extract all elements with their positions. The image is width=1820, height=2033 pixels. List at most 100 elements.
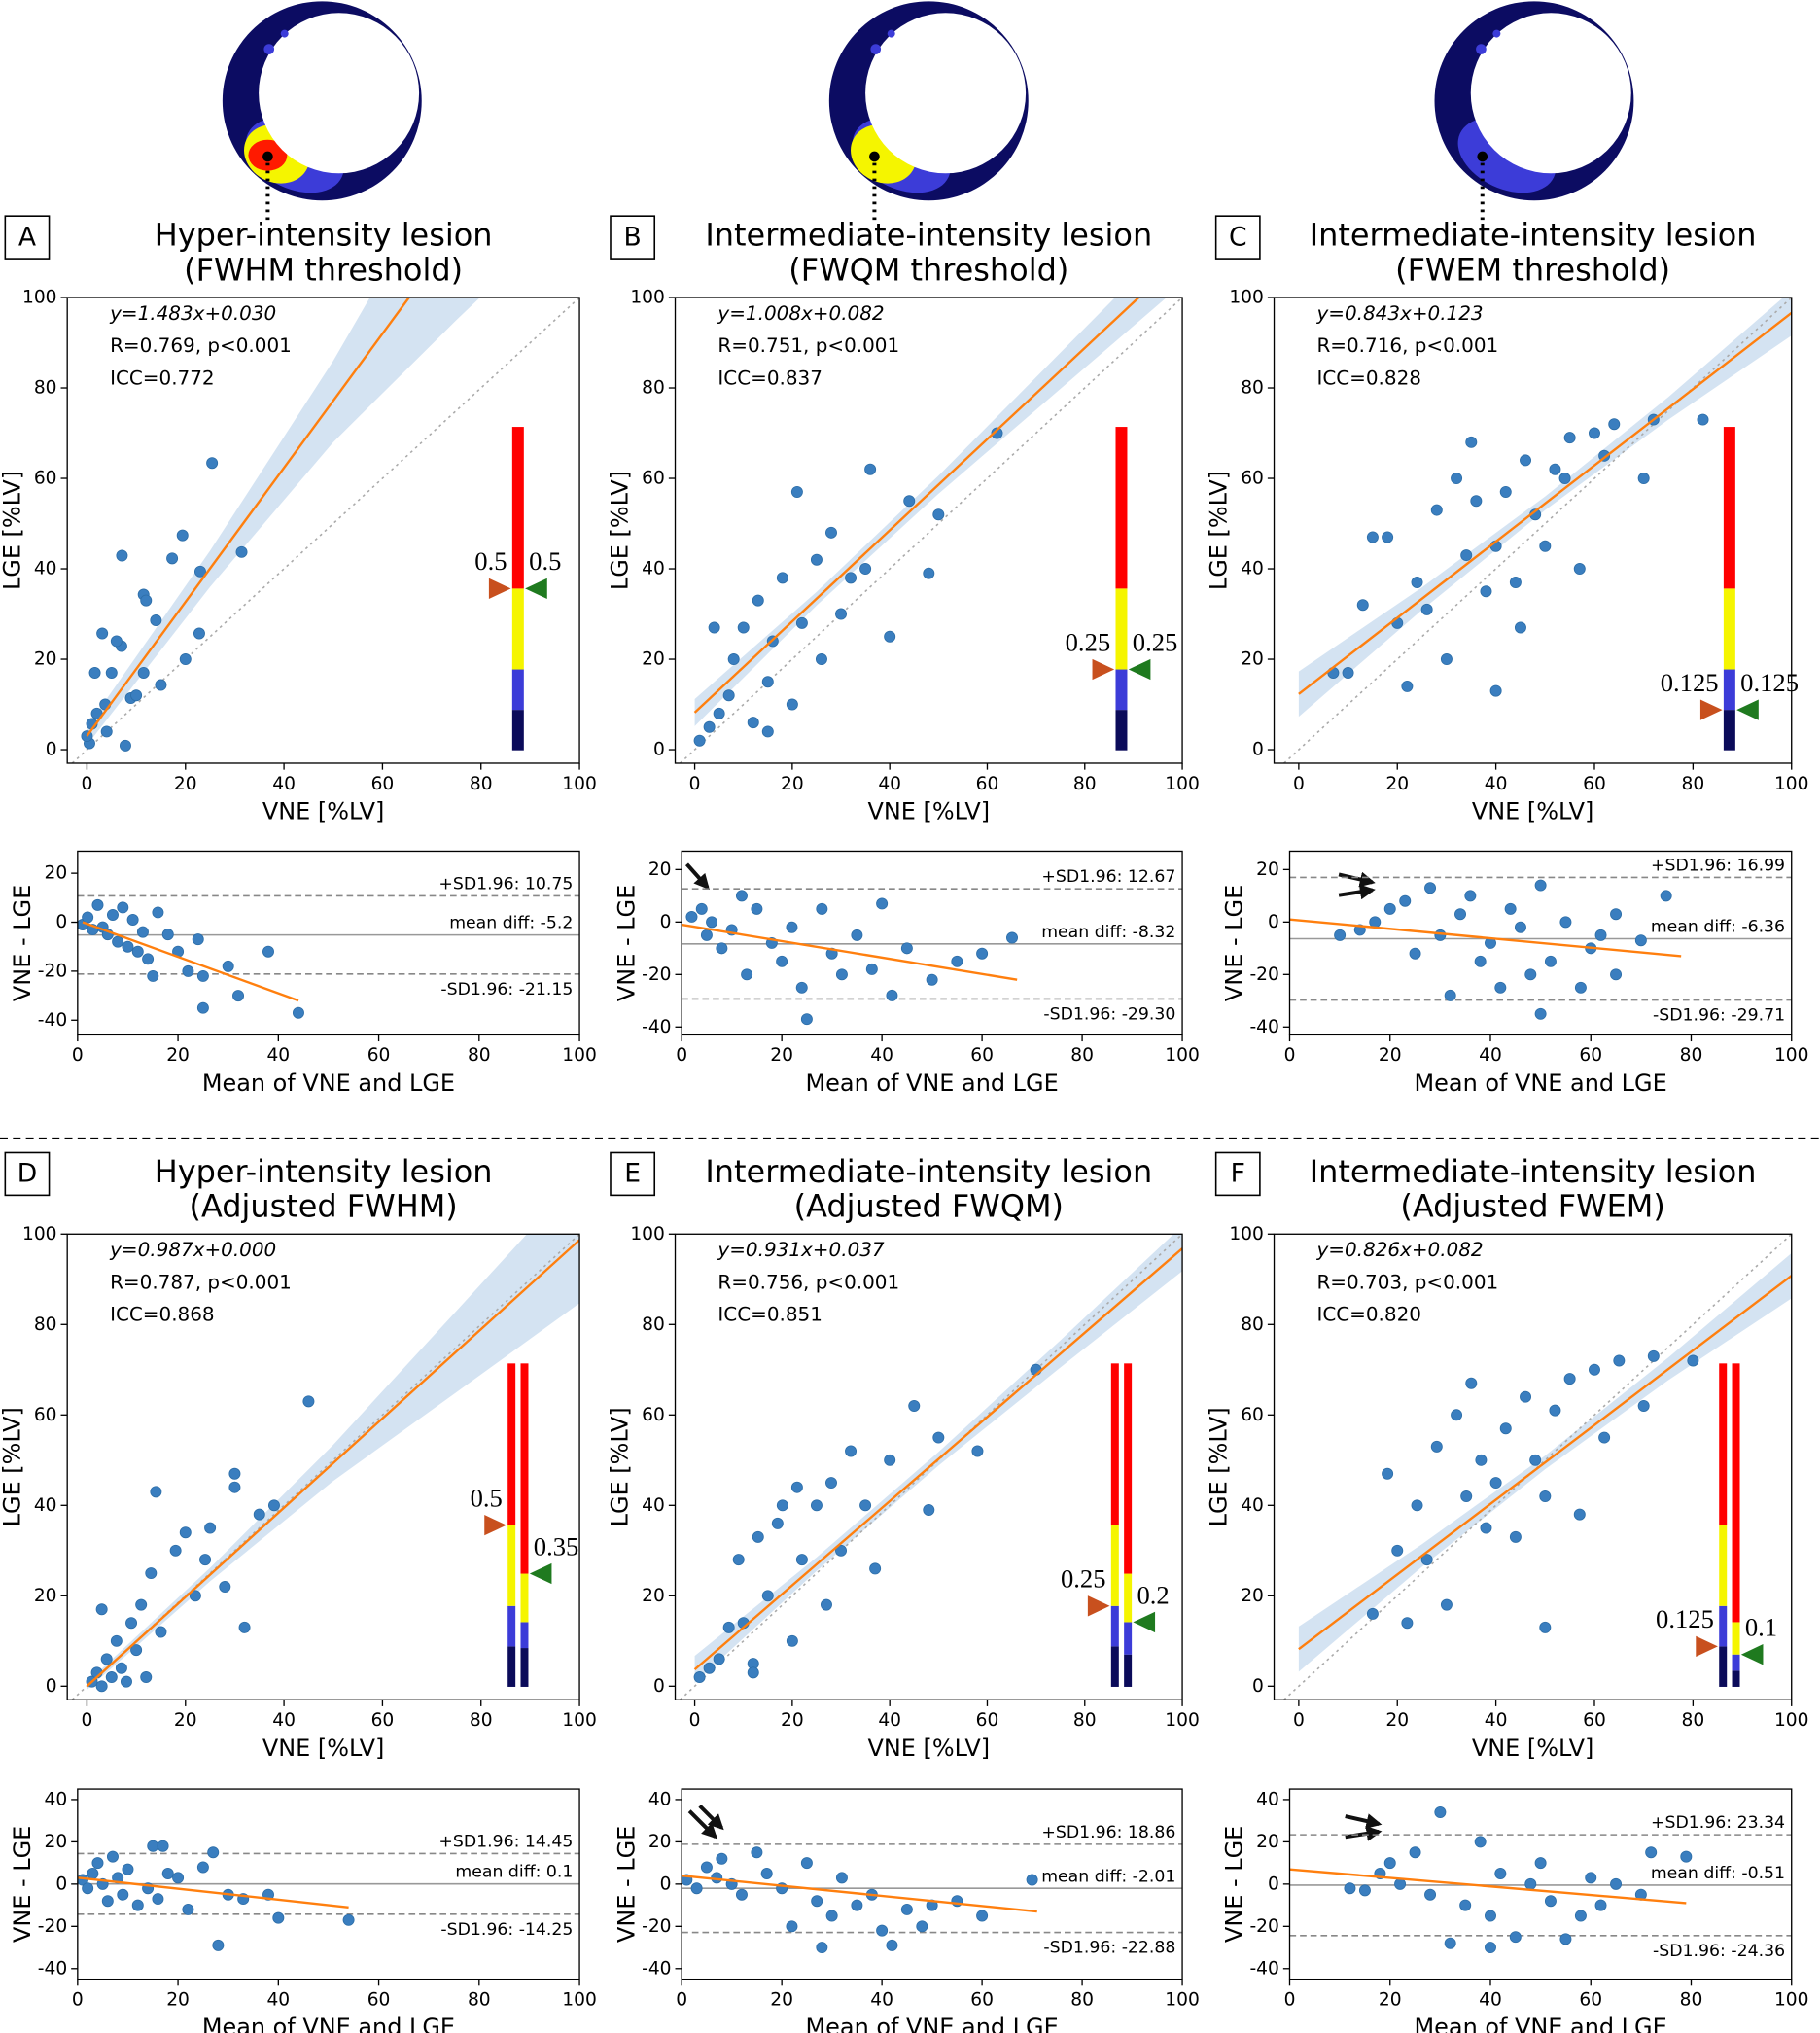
data-point [182, 964, 194, 977]
x-tick-label: 80 [1070, 1045, 1094, 1066]
x-axis-label: VNE [%LV] [262, 1735, 385, 1762]
data-point [116, 549, 128, 562]
reference-label: mean diff: 0.1 [455, 1863, 573, 1882]
annotation: ICC=0.828 [1316, 366, 1421, 389]
data-point [189, 1590, 201, 1602]
scatter-panel: 0 20 40 60 80 100 0 20 40 60 80 100 VNE [%LV] LGE [%L… [0, 1151, 597, 1762]
plot-frame [1288, 850, 1793, 1036]
data-point [1534, 1007, 1547, 1020]
x-axis-label: Mean of VNE and LGE [806, 1069, 1059, 1097]
data-point [820, 1598, 832, 1611]
data-point [1409, 1846, 1421, 1859]
data-point [1680, 1850, 1693, 1863]
data-point [1610, 968, 1623, 981]
data-point [690, 1882, 703, 1895]
y-tick-label: 80 [34, 1314, 57, 1335]
data-point [161, 1868, 174, 1879]
y-tick-label: 20 [44, 863, 67, 884]
x-tick-label: 20 [1385, 774, 1409, 794]
data-point [140, 594, 153, 607]
plot-area [679, 1234, 1183, 1700]
data-point [1494, 1868, 1507, 1879]
colorbar-segment [1124, 1573, 1133, 1623]
data-point [695, 902, 708, 915]
colorbar-segment [520, 1363, 529, 1574]
y-tick-label: 0 [46, 1676, 57, 1697]
data-point [795, 616, 808, 629]
data-point [776, 955, 788, 967]
y-tick-label: 100 [1229, 288, 1264, 308]
data-point [100, 1653, 113, 1665]
data-point [800, 1857, 813, 1870]
y-tick-label: 0 [660, 912, 672, 932]
data-point [1444, 1937, 1456, 1949]
data-point [1573, 1508, 1586, 1521]
data-point [137, 666, 150, 679]
data-point [95, 1603, 108, 1616]
y-tick-label: 80 [34, 378, 57, 399]
y-axis-label: VNE - LGE [9, 1826, 36, 1943]
identity-line [71, 298, 580, 763]
colorbar-segment [1110, 1646, 1119, 1687]
data-point [169, 1544, 182, 1557]
data-point [1006, 931, 1018, 944]
data-point [196, 1861, 209, 1874]
x-axis-label: Mean of VNE and LGE [806, 2014, 1059, 2033]
y-tick-label: 0 [660, 1874, 672, 1894]
data-point [1342, 666, 1354, 679]
y-tick-label: -20 [1249, 1916, 1278, 1937]
data-point [735, 1888, 748, 1901]
fit-line [682, 1874, 1037, 1913]
fit-line [1289, 918, 1682, 958]
diagram-a [222, 1, 422, 223]
data-point [100, 725, 113, 738]
data-point [859, 563, 872, 576]
x-tick-label: 80 [470, 774, 493, 794]
reference-label: -SD1.96: -29.30 [1043, 1004, 1175, 1024]
x-tick-label: 0 [82, 774, 93, 794]
y-tick-label: -40 [38, 1958, 67, 1979]
y-tick-label: -20 [38, 1916, 67, 1937]
data-point [182, 1903, 194, 1915]
data-point [1509, 1931, 1522, 1944]
colorbar-segment [508, 1605, 516, 1647]
annotation: y=0.826x+0.082 [1315, 1238, 1483, 1261]
data-point [150, 1486, 162, 1498]
plot-frame [674, 297, 1183, 764]
data-point [1559, 916, 1572, 929]
panel-label-box [4, 215, 51, 260]
threshold-marker [1087, 1595, 1110, 1617]
identity-line [1283, 298, 1792, 763]
data-point [1391, 1544, 1404, 1557]
x-tick-label: 60 [1583, 1710, 1606, 1731]
y-tick-label: 40 [44, 1789, 67, 1809]
data-point [1509, 1530, 1522, 1543]
panel-subtitle: (Adjusted FWQM) [794, 1188, 1064, 1225]
data-point [122, 940, 134, 953]
panel-title: Hyper-intensity lesion [155, 216, 493, 253]
annotation: y=1.483x+0.030 [109, 301, 276, 325]
y-tick-label: 0 [653, 1676, 665, 1697]
data-point [125, 1617, 138, 1630]
threshold-marker [1092, 658, 1115, 681]
data-point [172, 1872, 185, 1884]
data-point [747, 717, 759, 729]
data-point [235, 545, 248, 558]
colorbar-segment [1124, 1363, 1133, 1574]
panel-subtitle: (Adjusted FWHM) [190, 1188, 458, 1225]
data-point [155, 679, 167, 691]
data-point [1608, 418, 1621, 431]
x-tick-label: 60 [1579, 1989, 1602, 2010]
plot-area [1289, 876, 1792, 1020]
x-tick-label: 100 [1774, 774, 1809, 794]
data-point [795, 981, 808, 994]
data-point [761, 676, 774, 688]
data-point [82, 1882, 94, 1895]
annotation: ICC=0.851 [718, 1303, 822, 1326]
data-point [1464, 890, 1477, 902]
data-point [122, 1863, 134, 1875]
data-point [752, 594, 764, 607]
plot-frame [1273, 1233, 1793, 1700]
y-tick-label: -20 [1249, 964, 1278, 985]
